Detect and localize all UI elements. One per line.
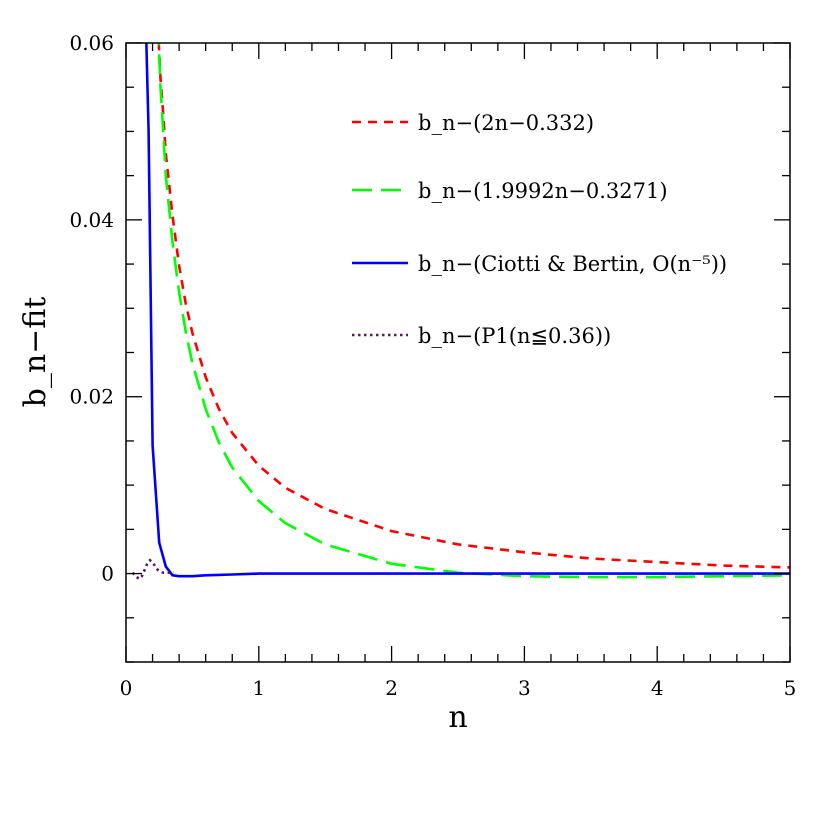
legend-label-2: b_n−(1.9992n−0.3271): [418, 179, 668, 203]
x-tick-label: 4: [651, 676, 664, 700]
series-line-2: [157, 43, 790, 579]
legend-label-3: b_n−(Ciotti & Bertin, O(n⁻⁵)): [418, 252, 727, 276]
data-series-group: [131, 43, 790, 581]
series-line-4: [131, 558, 174, 581]
x-tick-label: 2: [385, 676, 398, 700]
y-axis-label: b_n−fit: [18, 297, 53, 408]
y-tick-label: 0.02: [69, 385, 114, 409]
axis-tick-labels: 0 1 2 3 4 5 0 0.02 0.04 0.06: [69, 31, 796, 700]
y-tick-label: 0.04: [69, 208, 114, 232]
legend: b_n−(2n−0.332) b_n−(1.9992n−0.3271) b_n−(C…: [352, 111, 727, 348]
x-tick-label: 0: [120, 676, 133, 700]
series-line-1: [157, 43, 790, 569]
y-tick-label: 0.06: [69, 31, 114, 55]
y-tick-label: 0: [101, 562, 114, 586]
legend-label-1: b_n−(2n−0.332): [418, 111, 594, 135]
axis-ticks: [125, 42, 791, 663]
series-line-3: [145, 43, 790, 578]
x-axis-label: n: [448, 700, 467, 735]
legend-label-4: b_n−(P1(n≦0.36)): [418, 324, 611, 348]
x-tick-label: 5: [784, 676, 797, 700]
x-tick-label: 3: [518, 676, 531, 700]
x-tick-label: 1: [252, 676, 265, 700]
plot-frame: [125, 42, 791, 663]
